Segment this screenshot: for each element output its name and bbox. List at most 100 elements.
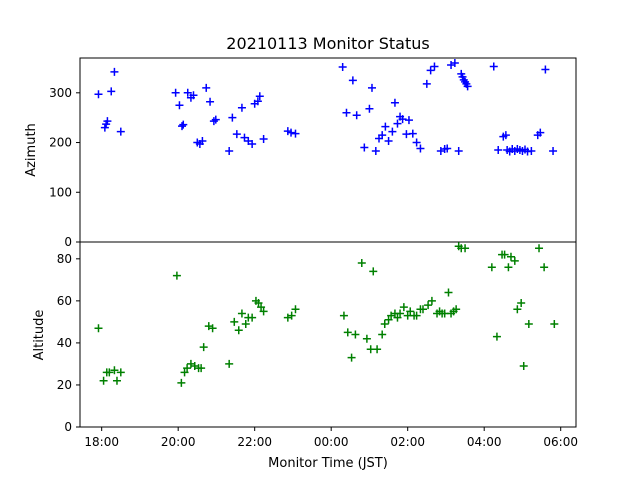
azimuth-point xyxy=(342,108,351,117)
azimuth-point xyxy=(338,62,347,71)
azimuth-point xyxy=(287,128,296,137)
y-tick-label: 20 xyxy=(57,378,72,392)
azimuth-point xyxy=(110,67,119,76)
altitude-point xyxy=(444,288,453,297)
azimuth-point xyxy=(253,97,262,106)
azimuth-ylabel: Azimuth xyxy=(24,123,39,177)
y-tick-label: 40 xyxy=(57,336,72,350)
azimuth-point xyxy=(378,131,387,140)
altitude-point xyxy=(237,309,246,318)
azimuth-point xyxy=(422,79,431,88)
azimuth-point xyxy=(412,138,421,147)
azimuth-point xyxy=(404,116,413,125)
altitude-point xyxy=(412,311,421,320)
altitude-point xyxy=(172,271,181,280)
altitude-y-ticks: 0 20 40 60 80 xyxy=(57,252,80,434)
altitude-point xyxy=(506,252,515,261)
azimuth-point xyxy=(463,82,472,91)
altitude-point xyxy=(399,303,408,312)
y-tick-label: 300 xyxy=(49,86,72,100)
azimuth-point xyxy=(171,88,180,97)
x-tick-label: 22:00 xyxy=(237,435,272,449)
azimuth-point xyxy=(206,97,215,106)
altitude-point xyxy=(339,311,348,320)
azimuth-point xyxy=(178,122,187,131)
altitude-point xyxy=(287,311,296,320)
altitude-point xyxy=(461,244,470,253)
altitude-point xyxy=(208,324,217,333)
azimuth-point xyxy=(365,104,374,113)
azimuth-point xyxy=(371,146,380,155)
azimuth-point xyxy=(430,62,439,71)
azimuth-point xyxy=(450,58,459,67)
altitude-point xyxy=(105,368,114,377)
x-tick-label: 18:00 xyxy=(84,435,119,449)
altitude-plot-area xyxy=(79,241,577,428)
azimuth-point xyxy=(501,131,510,140)
azimuth-point xyxy=(426,66,435,75)
altitude-point xyxy=(396,309,405,318)
azimuth-points xyxy=(94,58,558,156)
azimuth-point xyxy=(189,91,198,100)
azimuth-point xyxy=(549,146,558,155)
azimuth-point xyxy=(494,146,503,154)
azimuth-point xyxy=(179,120,188,129)
azimuth-point xyxy=(116,127,125,136)
y-tick-label: 80 xyxy=(57,252,72,266)
y-tick-label: 60 xyxy=(57,294,72,308)
altitude-point xyxy=(177,378,186,387)
altitude-point xyxy=(517,298,526,307)
y-tick-label: 200 xyxy=(49,136,72,150)
y-tick-label: 0 xyxy=(64,235,72,249)
azimuth-point xyxy=(454,146,463,155)
azimuth-point xyxy=(183,88,192,97)
azimuth-point xyxy=(255,92,264,101)
altitude-point xyxy=(519,362,528,371)
azimuth-point xyxy=(202,83,211,92)
azimuth-point xyxy=(259,135,268,144)
altitude-point xyxy=(257,303,266,312)
azimuth-point xyxy=(390,98,399,107)
altitude-point xyxy=(510,256,519,265)
altitude-point xyxy=(248,313,257,322)
altitude-point xyxy=(197,364,206,373)
azimuth-point xyxy=(443,144,452,153)
azimuth-point xyxy=(388,127,397,136)
azimuth-point xyxy=(225,146,234,155)
azimuth-point xyxy=(237,103,246,112)
azimuth-point xyxy=(381,122,390,131)
altitude-point xyxy=(254,298,263,307)
azimuth-point xyxy=(107,87,116,96)
altitude-point xyxy=(112,376,121,385)
azimuth-point xyxy=(384,137,393,146)
x-tick-label: 00:00 xyxy=(314,435,349,449)
altitude-point xyxy=(94,324,103,333)
altitude-point xyxy=(418,305,427,314)
altitude-point xyxy=(259,307,268,316)
altitude-point xyxy=(199,343,208,352)
azimuth-point xyxy=(536,128,545,137)
azimuth-point xyxy=(209,117,218,126)
altitude-point xyxy=(369,267,378,276)
azimuth-point xyxy=(175,101,184,110)
altitude-point xyxy=(343,328,352,337)
altitude-point xyxy=(373,345,382,354)
altitude-point xyxy=(550,319,559,328)
azimuth-point xyxy=(198,137,207,146)
altitude-point xyxy=(351,330,360,339)
altitude-point xyxy=(225,359,234,368)
altitude-point xyxy=(492,332,501,341)
altitude-point xyxy=(380,319,389,328)
azimuth-point xyxy=(228,113,237,122)
altitude-point xyxy=(234,326,243,335)
x-tick-label: 06:00 xyxy=(543,435,578,449)
altitude-point xyxy=(452,305,461,314)
altitude-point xyxy=(241,319,250,328)
azimuth-point xyxy=(94,90,103,99)
x-axis-label: Monitor Time (JST) xyxy=(268,456,388,471)
altitude-point xyxy=(384,315,393,324)
altitude-point xyxy=(524,319,533,328)
azimuth-point xyxy=(398,115,407,124)
